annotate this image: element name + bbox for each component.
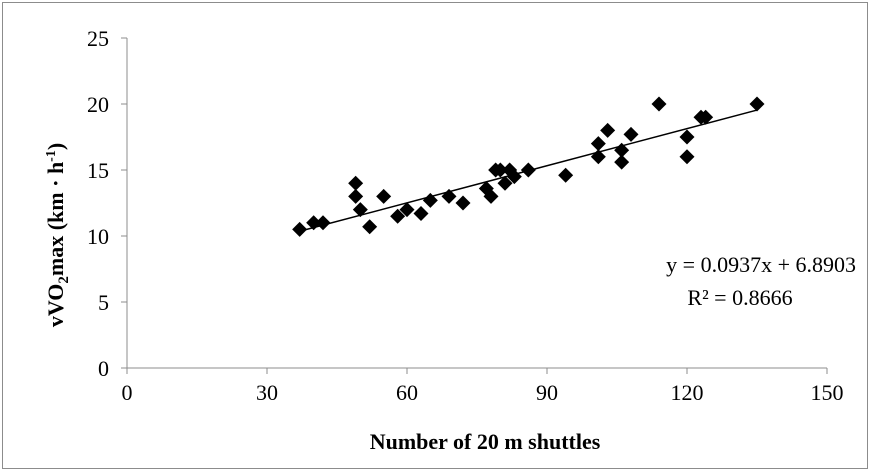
data-point-diamond [422,192,438,208]
data-point-diamond [483,188,499,204]
data-point-diamond [749,96,765,112]
data-point-diamond [292,221,308,237]
x-tick-label: 30 [256,380,278,405]
x-tick-label: 60 [396,380,418,405]
data-point-diamond [679,149,695,165]
y-tick-label: 20 [87,92,109,117]
y-axis-title-prefix: vVO [43,284,68,328]
data-point-diamond [362,219,378,235]
data-point-diamond [614,142,630,158]
x-tick-label: 90 [536,380,558,405]
data-point-diamond [600,122,616,138]
data-point-diamond [502,162,518,178]
y-tick-label: 15 [87,158,109,183]
x-axis-title: Number of 20 m shuttles [370,429,601,454]
trendline-equation: y = 0.0937x + 6.8903 [666,252,856,277]
x-tick-label: 150 [811,380,844,405]
data-point-diamond [315,215,331,231]
y-axis-title-subscript: 2 [56,276,72,284]
y-ticks: 0 5 10 15 20 25 [87,26,127,381]
data-point-diamond [614,154,630,170]
data-point-diamond [698,109,714,125]
data-point-diamond [352,202,368,218]
data-point-diamond [558,167,574,183]
data-point-diamond [455,195,471,211]
data-point-diamond [497,175,513,191]
data-point-diamond [651,96,667,112]
y-axis-title-mid: max (km · h [43,162,68,276]
x-ticks: 0 30 60 90 120 150 [122,368,844,405]
data-point-diamond [441,188,457,204]
y-axis-title-superscript: -1 [44,150,59,162]
data-point-diamond [520,162,536,178]
y-tick-label: 25 [87,26,109,51]
data-point-diamond [413,206,429,222]
x-tick-label: 120 [671,380,704,405]
x-tick-label: 0 [122,380,133,405]
data-point-diamond [348,188,364,204]
data-points [292,96,765,237]
data-point-diamond [390,208,406,224]
r-squared-label: R² = 0.8666 [687,285,792,310]
data-point-diamond [506,169,522,185]
data-point-diamond [590,149,606,165]
axes [126,38,827,369]
data-point-diamond [399,202,415,218]
scatter-chart: 0 30 60 90 120 150 0 5 10 15 20 25 y = 0.0937x + 6… [43,26,856,454]
data-point-diamond [348,175,364,191]
data-point-diamond [590,136,606,152]
y-axis-title: vVO2max (km · h-1) [43,143,72,327]
data-point-diamond [306,215,322,231]
y-tick-label: 5 [98,290,109,315]
data-point-diamond [679,129,695,145]
data-point-diamond [376,188,392,204]
data-point-diamond [492,162,508,178]
y-tick-label: 0 [98,356,109,381]
data-point-diamond [623,126,639,142]
y-tick-label: 10 [87,224,109,249]
y-axis-title-suffix: ) [43,143,68,150]
